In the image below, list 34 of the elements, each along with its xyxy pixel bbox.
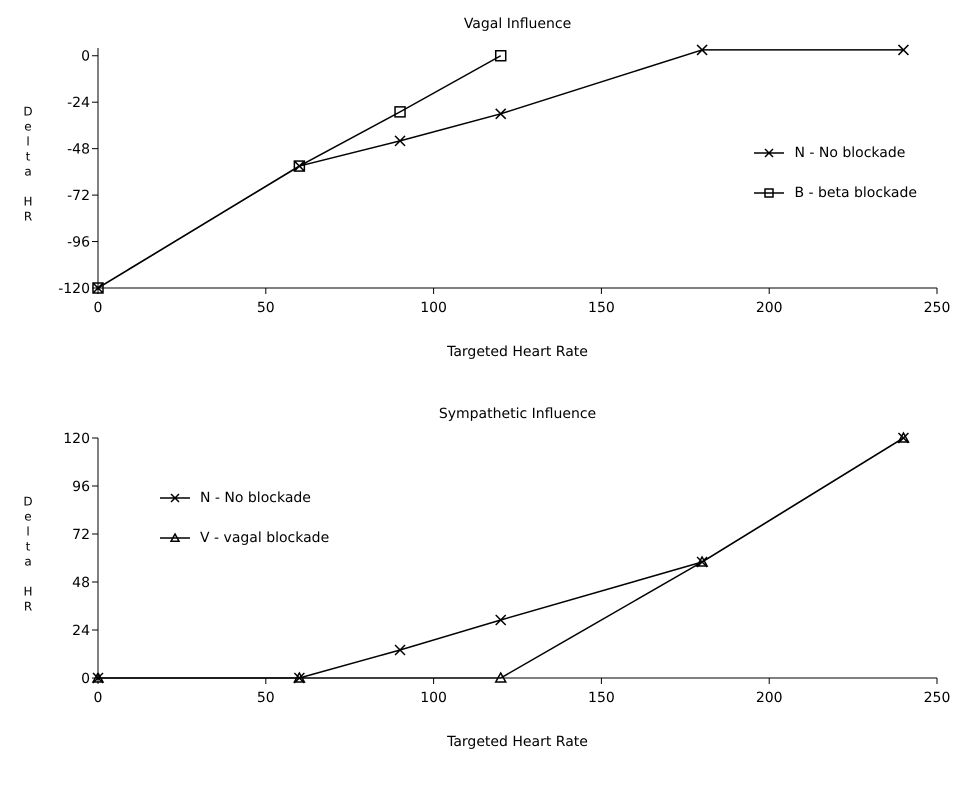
x-axis-title: Targeted Heart Rate (446, 734, 588, 750)
x-tick-label: 200 (756, 300, 783, 316)
y-tick-label: 0 (81, 48, 90, 65)
x-tick-label: 200 (756, 690, 783, 706)
x-tick-label: 150 (588, 300, 615, 316)
x-tick-label: 50 (256, 690, 275, 706)
y-tick-label: 120 (63, 430, 90, 447)
y-tick-label: -24 (67, 95, 90, 112)
text: Delta HR (23, 494, 33, 614)
x-tick-label: 250 (924, 690, 950, 706)
x-tick-label: 100 (420, 690, 447, 706)
legend-label: N - No blockade (200, 489, 311, 508)
y-tick-label: 24 (72, 622, 90, 639)
x-tick-label: 250 (924, 300, 950, 316)
x-tick-label: 150 (588, 690, 615, 706)
y-tick-label: 0 (81, 670, 90, 687)
legend-label: N - No blockade (794, 144, 906, 163)
y-tick-label: 96 (72, 478, 90, 495)
y-tick-label: 72 (72, 526, 90, 543)
x-tick-label: 50 (256, 300, 275, 316)
legend-label: V - vagal blockade (200, 529, 330, 548)
legend-label: B - beta blockade (794, 184, 917, 203)
y-tick-label: 48 (72, 574, 90, 591)
chart-title: Vagal Influence (462, 16, 572, 32)
y-tick-label: -120 (58, 280, 90, 297)
x-tick-label: 100 (420, 300, 447, 316)
x-tick-label: 0 (94, 690, 102, 706)
y-tick-label: -72 (67, 188, 90, 204)
y-tick-label: -96 (67, 234, 90, 251)
chart-title: Sympathetic Influence (438, 406, 598, 422)
y-tick-label: -48 (67, 142, 90, 158)
text: Delta HR (23, 104, 33, 224)
x-tick-label: 0 (94, 300, 102, 316)
x-axis-title: Targeted Heart Rate (446, 344, 588, 360)
